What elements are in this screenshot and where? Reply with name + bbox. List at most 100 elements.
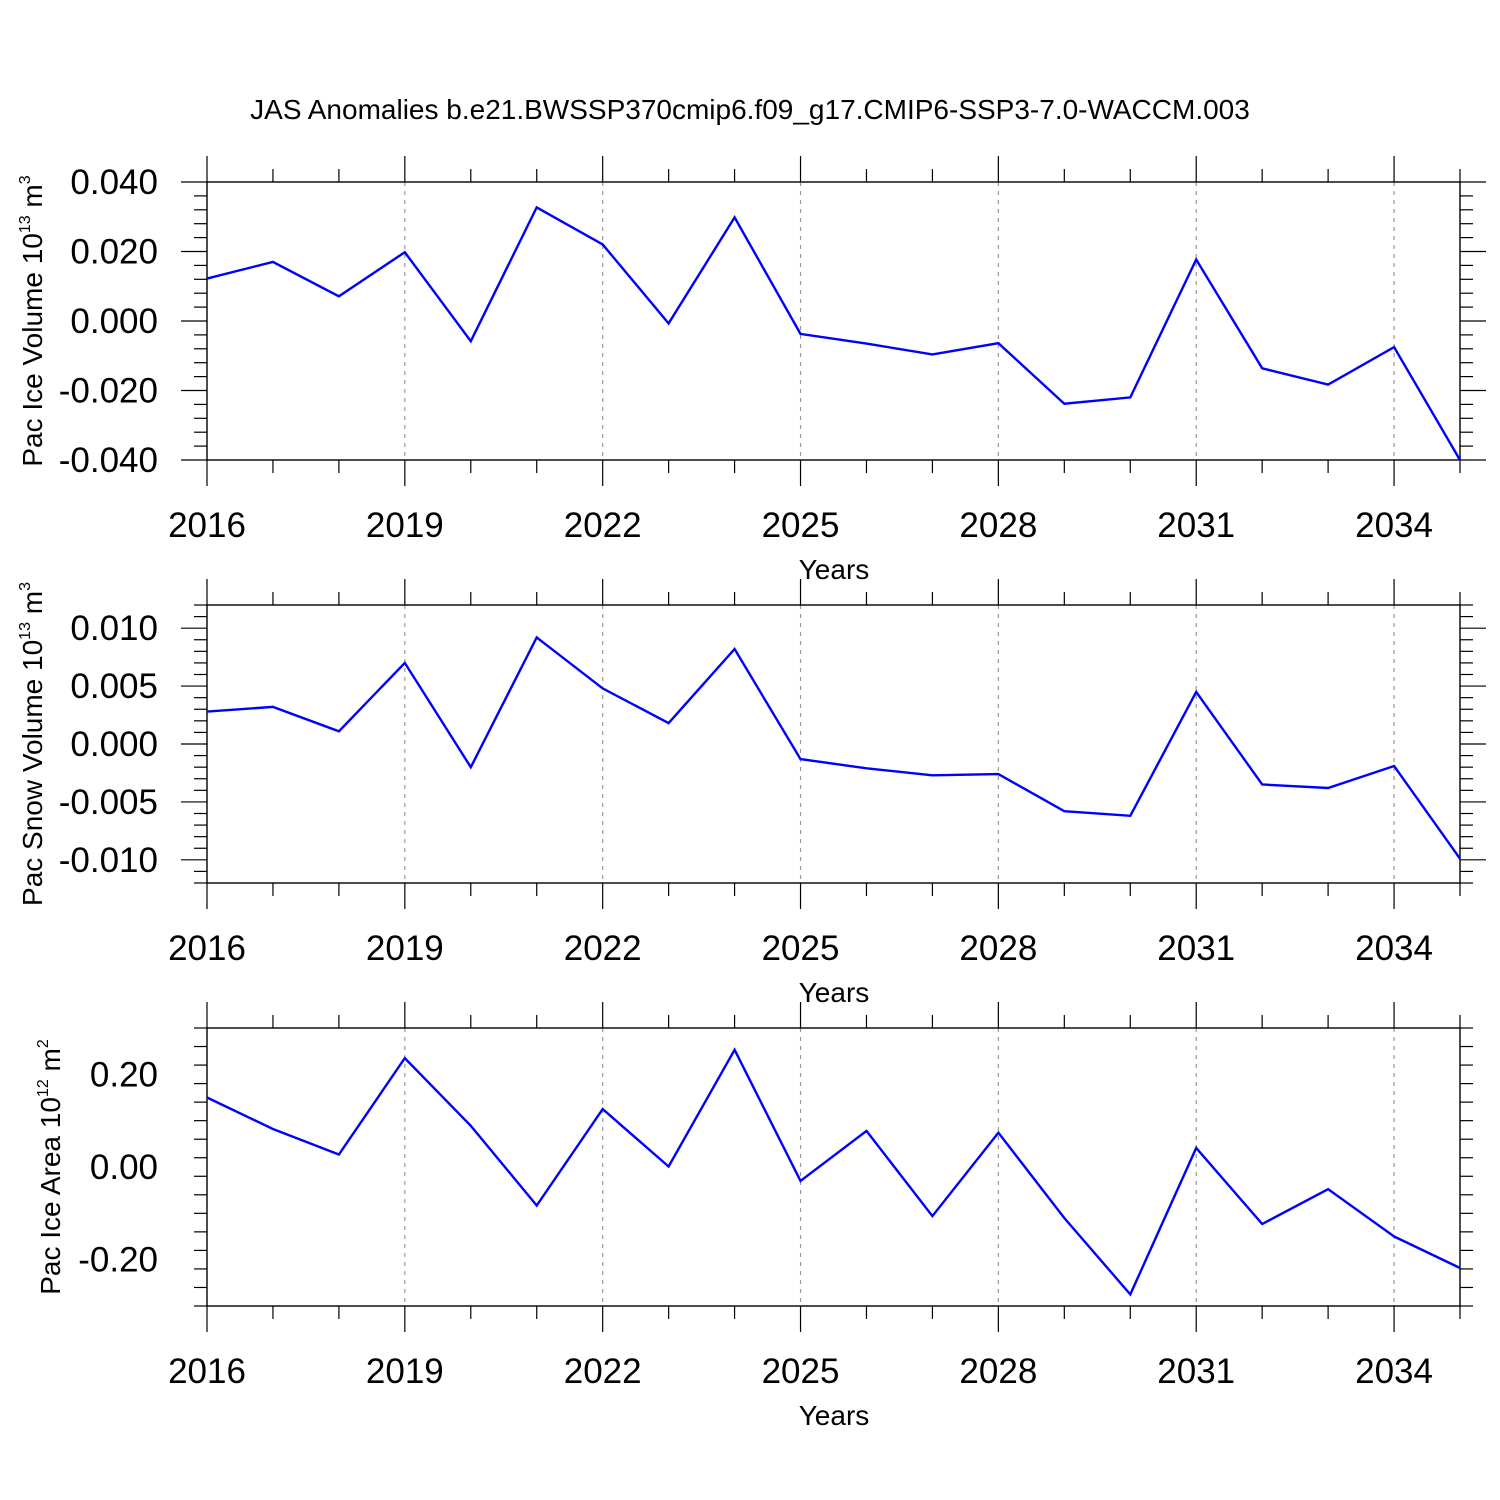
chart-panel-3: 0.20 0.00 -0.20 2016 2019 2022 2025 2028 2031 203…	[35, 1002, 1473, 1431]
y-tick-label: 0.020	[70, 233, 158, 272]
data-point	[799, 1180, 801, 1182]
x-tick-label: 2034	[1355, 506, 1433, 545]
y-tick-label: 0.010	[70, 609, 158, 648]
y-label-unit: m	[35, 1048, 66, 1079]
data-point	[997, 1132, 999, 1134]
data-point	[272, 261, 274, 263]
y-tick-label: 0.000	[70, 302, 158, 341]
y-label-text: Pac Ice Volume 10	[17, 233, 48, 466]
x-tick-label: 2025	[762, 506, 840, 545]
x-tick-label: 2028	[959, 929, 1037, 968]
y-label-unit: m	[17, 184, 48, 215]
data-point	[338, 730, 340, 732]
data-point	[470, 766, 472, 768]
y-tick-label: 0.000	[70, 725, 158, 764]
data-point	[404, 1057, 406, 1059]
x-tick-label: 2016	[168, 929, 246, 968]
data-point	[733, 648, 735, 650]
series-line	[206, 1047, 1461, 1297]
y-label-exponent: 13	[17, 622, 34, 640]
data-point	[272, 1128, 274, 1130]
x-axis-label: Years	[799, 554, 870, 585]
data-point	[536, 636, 538, 638]
y-label-text: Pac Ice Area 10	[35, 1097, 66, 1295]
data-point	[799, 758, 801, 760]
y-tick-label: -0.020	[59, 372, 158, 411]
data-point	[1129, 396, 1131, 398]
series-line	[206, 205, 1462, 461]
data-point	[733, 1049, 735, 1051]
y-axis-label: Pac Snow Volume 1013 m3	[17, 582, 48, 906]
data-point	[404, 662, 406, 664]
data-point	[470, 1125, 472, 1127]
data-point	[1195, 691, 1197, 693]
data-point	[404, 251, 406, 253]
data-point	[667, 1165, 669, 1167]
y-axis-label: Pac Ice Volume 1013 m3	[17, 175, 48, 466]
y-label-unit-exponent: 3	[17, 175, 34, 184]
data-point	[536, 1204, 538, 1206]
x-tick-label: 2025	[762, 929, 840, 968]
x-tick-label: 2019	[366, 1352, 444, 1391]
data-point	[536, 206, 538, 208]
y-tick-label: 0.20	[90, 1055, 158, 1094]
data-point	[1393, 346, 1395, 348]
y-tick-label: 0.005	[70, 667, 158, 706]
y-tick-label: -0.20	[78, 1241, 158, 1280]
data-point	[1129, 815, 1131, 817]
data-point	[601, 1108, 603, 1110]
data-point	[1261, 367, 1263, 369]
x-tick-label: 2019	[366, 929, 444, 968]
data-point	[865, 767, 867, 769]
data-point	[1195, 258, 1197, 260]
x-tick-label: 2031	[1157, 929, 1235, 968]
y-tick-label: -0.010	[59, 841, 158, 880]
data-point	[1063, 810, 1065, 812]
data-point	[1063, 403, 1065, 405]
x-tick-label: 2022	[564, 1352, 642, 1391]
data-point	[1327, 787, 1329, 789]
y-label-text: Pac Snow Volume 10	[17, 640, 48, 906]
x-tick-label: 2034	[1355, 929, 1433, 968]
plot-frame	[206, 181, 1461, 461]
x-tick-label: 2031	[1157, 1352, 1235, 1391]
data-point	[667, 322, 669, 324]
data-point	[1261, 783, 1263, 785]
data-point	[272, 706, 274, 708]
data-point	[1063, 1217, 1065, 1219]
plot-frame	[206, 604, 1461, 884]
data-point	[1327, 383, 1329, 385]
y-label-unit: m	[17, 591, 48, 622]
y-label-exponent: 12	[35, 1079, 52, 1097]
data-point	[931, 353, 933, 355]
data-point	[1393, 765, 1395, 767]
data-point	[470, 340, 472, 342]
data-point	[1393, 1235, 1395, 1237]
x-axis-label: Years	[799, 977, 870, 1008]
panels: 0.040 0.020 0.000 -0.020 -0.040 2016 2019 2022 2…	[17, 156, 1486, 1431]
data-point	[997, 773, 999, 775]
data-point	[733, 216, 735, 218]
data-point	[1459, 459, 1461, 461]
x-tick-label: 2022	[564, 506, 642, 545]
data-point	[1195, 1147, 1197, 1149]
chart-panel-1: 0.040 0.020 0.000 -0.020 -0.040 2016 2019 2022 2…	[17, 156, 1486, 585]
x-tick-label: 2022	[564, 929, 642, 968]
y-label-exponent: 13	[17, 215, 34, 233]
data-point	[865, 1130, 867, 1132]
chart-panel-2: 0.010 0.005 0.000 -0.005 -0.010 2016 2019 2022 2…	[17, 579, 1486, 1008]
data-point	[1459, 1267, 1461, 1269]
y-tick-label: -0.005	[59, 783, 158, 822]
data-point	[1129, 1293, 1131, 1295]
data-point	[601, 243, 603, 245]
x-tick-label: 2034	[1355, 1352, 1433, 1391]
data-point	[601, 687, 603, 689]
chart-title: JAS Anomalies b.e21.BWSSP370cmip6.f09_g1…	[250, 94, 1250, 125]
x-tick-label: 2025	[762, 1352, 840, 1391]
data-point	[338, 295, 340, 297]
data-point	[931, 1215, 933, 1217]
y-label-unit-exponent: 2	[35, 1039, 52, 1048]
y-tick-label: -0.040	[59, 441, 158, 480]
data-point	[206, 710, 208, 712]
x-tick-label: 2016	[168, 1352, 246, 1391]
